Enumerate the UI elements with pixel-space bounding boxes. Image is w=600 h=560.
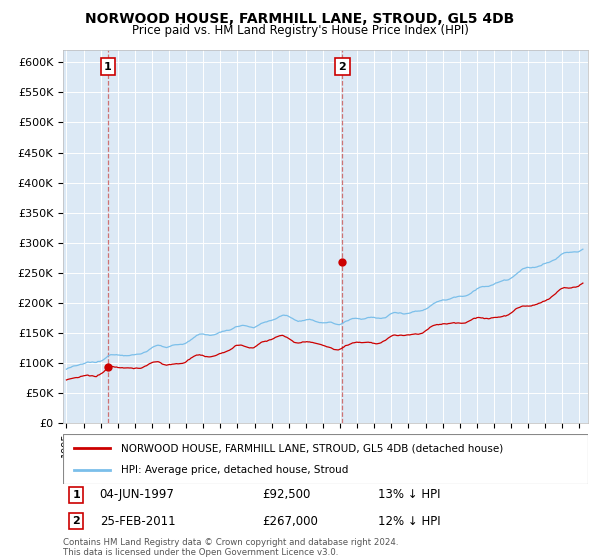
FancyBboxPatch shape <box>63 434 588 484</box>
Text: £267,000: £267,000 <box>263 515 319 528</box>
Text: 12% ↓ HPI: 12% ↓ HPI <box>378 515 440 528</box>
Text: 2: 2 <box>72 516 80 526</box>
Text: 1: 1 <box>104 62 112 72</box>
Text: HPI: Average price, detached house, Stroud: HPI: Average price, detached house, Stro… <box>121 465 348 475</box>
Text: Price paid vs. HM Land Registry's House Price Index (HPI): Price paid vs. HM Land Registry's House … <box>131 24 469 37</box>
Text: 1: 1 <box>72 490 80 500</box>
Text: NORWOOD HOUSE, FARMHILL LANE, STROUD, GL5 4DB (detached house): NORWOOD HOUSE, FARMHILL LANE, STROUD, GL… <box>121 443 503 453</box>
Text: 13% ↓ HPI: 13% ↓ HPI <box>378 488 440 501</box>
Text: 25-FEB-2011: 25-FEB-2011 <box>100 515 175 528</box>
Text: Contains HM Land Registry data © Crown copyright and database right 2024.
This d: Contains HM Land Registry data © Crown c… <box>63 538 398 557</box>
Text: 2: 2 <box>338 62 346 72</box>
Text: NORWOOD HOUSE, FARMHILL LANE, STROUD, GL5 4DB: NORWOOD HOUSE, FARMHILL LANE, STROUD, GL… <box>85 12 515 26</box>
Text: 04-JUN-1997: 04-JUN-1997 <box>100 488 175 501</box>
Text: £92,500: £92,500 <box>263 488 311 501</box>
